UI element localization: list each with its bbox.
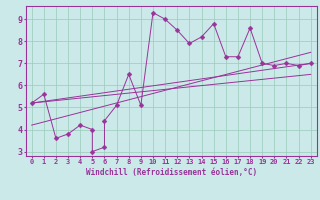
X-axis label: Windchill (Refroidissement éolien,°C): Windchill (Refroidissement éolien,°C) [86,168,257,177]
